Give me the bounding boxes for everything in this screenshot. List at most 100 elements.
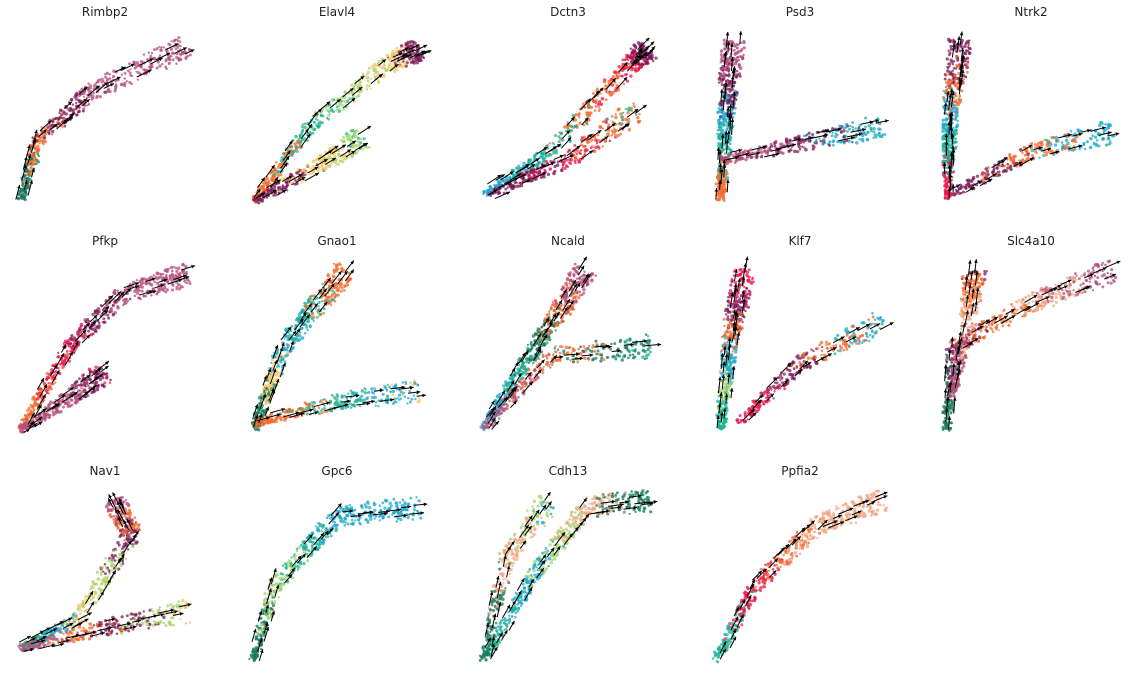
velocity-arrowhead	[992, 173, 997, 178]
cell-point	[596, 133, 600, 137]
cell-point	[359, 137, 363, 141]
cell-point	[69, 106, 73, 111]
cell-point	[952, 80, 955, 84]
cell-point	[832, 139, 836, 143]
cell-point	[20, 196, 23, 199]
cell-point	[842, 126, 846, 130]
cell-point	[184, 56, 187, 59]
velocity-arrowhead	[315, 172, 319, 177]
cell-point	[1033, 143, 1037, 146]
cell-point	[147, 277, 151, 281]
cell-point	[742, 46, 746, 50]
cell-point	[836, 140, 840, 144]
cell-point	[745, 156, 749, 159]
cell-point	[601, 120, 605, 124]
cell-point	[638, 64, 642, 68]
cell-point	[352, 132, 357, 136]
cell-point	[123, 81, 127, 85]
velocity-arrowhead	[493, 189, 498, 193]
cell-point	[35, 392, 39, 396]
cell-point	[947, 83, 951, 86]
cell-point	[311, 164, 315, 168]
velocity-arrowhead	[650, 41, 655, 46]
velocity-arrowhead	[645, 46, 649, 50]
cell-point	[546, 144, 550, 147]
cell-point	[953, 83, 957, 87]
cell-point	[135, 70, 138, 73]
cell-point	[726, 95, 730, 99]
cell-point	[587, 113, 591, 117]
cell-point	[357, 149, 360, 152]
cell-point	[992, 167, 996, 170]
cell-point	[57, 122, 61, 126]
cell-point	[59, 410, 63, 414]
cell-point	[722, 195, 725, 199]
cell-point	[724, 168, 728, 172]
cell-point	[962, 78, 966, 81]
cell-point	[88, 84, 93, 88]
cell-point	[75, 98, 78, 101]
cell-point	[83, 334, 87, 338]
cell-point	[61, 362, 64, 365]
cell-point	[350, 83, 354, 87]
cell-points	[482, 41, 658, 198]
cell-point	[356, 93, 361, 98]
cell-point	[540, 162, 544, 166]
cell-point	[31, 161, 36, 165]
cell-point	[965, 178, 969, 182]
velocity-arrowhead	[726, 41, 731, 46]
cell-point	[758, 145, 761, 148]
cell-point	[360, 74, 364, 77]
cell-point	[750, 155, 754, 159]
cell-point	[614, 136, 617, 139]
velocity-arrowhead	[718, 150, 722, 154]
cell-point	[1104, 143, 1109, 147]
cell-point	[718, 115, 722, 119]
cell-point	[135, 64, 139, 68]
cell-point	[553, 164, 557, 169]
cell-point	[1091, 134, 1094, 138]
velocity-embedding-plot	[251, 40, 432, 205]
cell-point	[185, 281, 189, 285]
cell-point	[82, 95, 86, 98]
velocity-arrowhead	[958, 80, 962, 85]
cell-point	[342, 135, 346, 140]
cell-point	[48, 386, 52, 390]
cell-point	[1008, 165, 1013, 169]
cell-point	[527, 161, 531, 165]
cell-point	[630, 106, 633, 110]
cell-point	[515, 184, 520, 188]
cell-point	[47, 392, 50, 395]
cell-point	[533, 153, 537, 157]
velocity-arrows	[15, 43, 195, 200]
cell-point	[1021, 151, 1024, 155]
cell-point	[316, 118, 319, 122]
cell-point	[411, 59, 415, 63]
velocity-arrowhead	[306, 134, 311, 138]
cell-point	[168, 277, 173, 281]
cell-point	[954, 128, 957, 131]
cell-point	[738, 151, 742, 155]
cell-point	[726, 73, 731, 77]
velocity-arrowhead	[730, 43, 734, 47]
cell-point	[522, 161, 526, 165]
cell-point	[83, 332, 87, 336]
cell-point	[589, 111, 593, 114]
cell-point	[943, 99, 947, 104]
velocity-arrowhead	[978, 180, 982, 184]
cell-point	[171, 283, 175, 287]
velocity-arrows	[714, 31, 889, 200]
cell-point	[581, 102, 585, 106]
cell-point	[142, 53, 146, 56]
velocity-arrowhead	[517, 173, 521, 177]
cell-point	[719, 53, 723, 57]
cell-point	[615, 73, 619, 76]
cell-point	[957, 71, 961, 75]
velocity-arrowhead	[351, 98, 356, 102]
cell-point	[395, 68, 399, 72]
cell-point	[780, 142, 784, 146]
velocity-embedding-plot	[941, 31, 1120, 201]
velocity-arrowhead	[797, 137, 802, 142]
cell-point	[38, 391, 42, 395]
cell-point	[834, 132, 838, 135]
